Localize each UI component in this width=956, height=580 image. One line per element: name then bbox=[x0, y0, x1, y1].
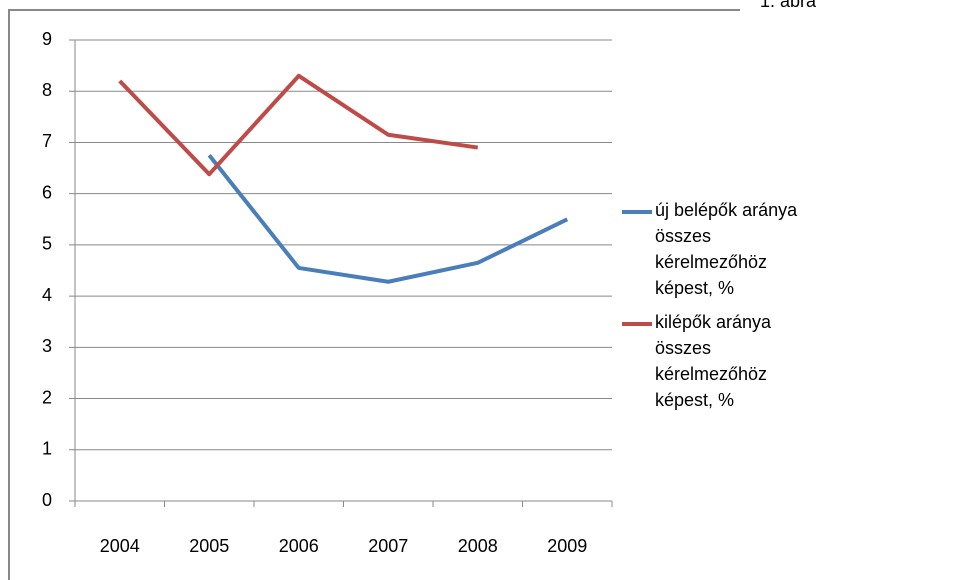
x-tick-label: 2007 bbox=[368, 536, 408, 556]
x-tick-label: 2006 bbox=[279, 536, 319, 556]
y-tick-label: 1 bbox=[42, 439, 52, 459]
y-tick-label: 7 bbox=[42, 131, 52, 151]
legend-label: új belépők aránya összes kérelmezőhöz ké… bbox=[655, 200, 798, 298]
x-tick-label: 2005 bbox=[189, 536, 229, 556]
y-tick-label: 2 bbox=[42, 387, 52, 407]
x-tick-label: 2008 bbox=[458, 536, 498, 556]
caption: 1. ábra bbox=[760, 0, 817, 11]
chart-frame bbox=[8, 9, 740, 580]
series-line bbox=[207, 154, 569, 284]
x-tick-label: 2009 bbox=[547, 536, 587, 556]
x-tick-label: 2004 bbox=[100, 536, 140, 556]
y-tick-label: 3 bbox=[42, 336, 52, 356]
y-tick-label: 0 bbox=[42, 490, 52, 510]
series-line bbox=[118, 73, 479, 177]
y-tick-label: 6 bbox=[42, 182, 52, 202]
y-tick-label: 4 bbox=[42, 285, 52, 305]
y-tick-label: 5 bbox=[42, 234, 52, 254]
legend-label: kilépők aránya összes kérelmezőhöz képes… bbox=[655, 312, 772, 410]
y-tick-label: 9 bbox=[42, 29, 52, 49]
y-tick-label: 8 bbox=[42, 80, 52, 100]
